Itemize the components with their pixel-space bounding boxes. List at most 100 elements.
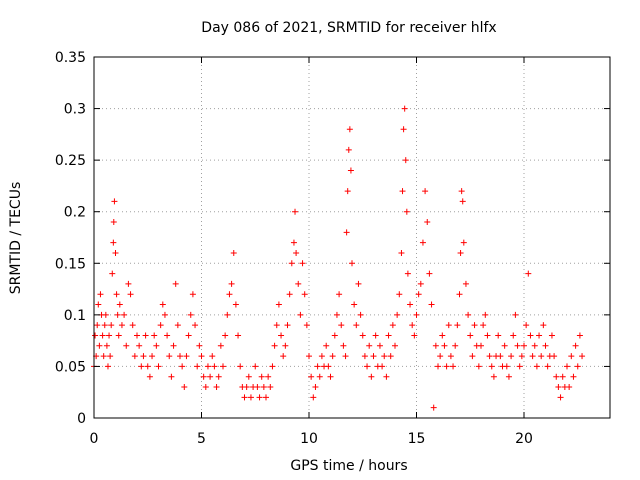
data-point [222,332,229,339]
data-point [325,363,332,370]
data-point [209,353,216,360]
data-point [351,301,358,308]
data-point [177,353,183,360]
data-point [149,353,156,360]
data-point [198,353,205,360]
data-point [166,353,173,360]
data-point [220,363,226,370]
data-point [471,322,478,329]
data-point [232,301,239,308]
y-axis-label: SRMTID / TECUs [8,182,24,295]
data-point [116,301,123,308]
data-point [387,353,394,360]
data-point [101,322,108,329]
data-point [419,239,426,246]
data-point [447,353,454,360]
data-point [542,342,549,349]
data-point [381,353,388,360]
data-point [295,280,302,287]
data-point [450,363,457,370]
data-point [529,353,536,360]
data-point [306,353,312,360]
data-point [121,311,128,318]
x-tick-label: 0 [90,431,99,447]
data-point [443,363,450,370]
data-point [553,373,560,380]
data-point [459,198,466,205]
data-point [278,332,285,339]
data-point [505,373,512,380]
y-tick-label: 0 [77,411,86,427]
data-point [576,332,583,339]
data-point [370,353,377,360]
data-point [94,322,101,329]
data-point [396,291,403,298]
data-point [512,311,519,318]
data-point [314,363,321,370]
data-point [280,353,287,360]
data-point [189,291,196,298]
data-point [403,208,410,215]
data-point [129,322,136,329]
data-point [579,353,586,360]
data-point [292,208,299,215]
data-point [254,384,261,391]
x-tick-label: 10 [300,431,318,447]
data-point [345,146,352,153]
data-point [525,270,532,277]
data-point [462,280,469,287]
x-tick-label: 20 [515,431,533,447]
data-point [258,373,265,380]
data-point [458,188,465,195]
y-tick-label: 0.05 [55,359,86,375]
data-point [490,373,497,380]
data-point [559,373,566,380]
data-point [510,332,517,339]
data-point [424,219,431,226]
data-point [469,353,476,360]
data-point [224,311,231,318]
data-points [91,105,586,411]
data-point [417,280,424,287]
data-point [439,332,446,339]
data-point [301,291,308,298]
data-point [131,353,138,360]
data-point [508,353,515,360]
data-point [482,311,489,318]
data-point [99,332,106,339]
data-point [179,363,186,370]
data-point [310,394,317,401]
data-point [247,394,254,401]
data-point [454,322,461,329]
data-point [159,301,166,308]
data-point [400,126,407,133]
data-point [566,384,573,391]
data-point [269,363,276,370]
data-point [422,188,429,195]
data-point [228,280,235,287]
data-point [385,332,392,339]
data-point [172,280,179,287]
data-point [237,363,244,370]
data-point [112,249,119,256]
data-point [241,394,248,401]
data-point [196,342,203,349]
x-axis-label: GPS time / hours [290,458,407,474]
y-axis-ticks: 0 0.05 0.1 0.15 0.2 0.25 0.3 0.35 [55,50,610,427]
data-point [568,353,575,360]
x-axis-ticks: 0 5 10 15 20 [90,57,533,447]
data-point [164,332,171,339]
data-point [331,332,338,339]
data-point [333,311,340,318]
data-point [413,311,420,318]
data-point [256,394,263,401]
data-point [486,353,493,360]
data-point [521,342,527,349]
y-tick-label: 0.15 [55,256,86,272]
data-point [376,342,383,349]
data-point [174,322,181,329]
data-point [432,342,439,349]
data-point [96,342,103,349]
data-point [564,363,570,370]
